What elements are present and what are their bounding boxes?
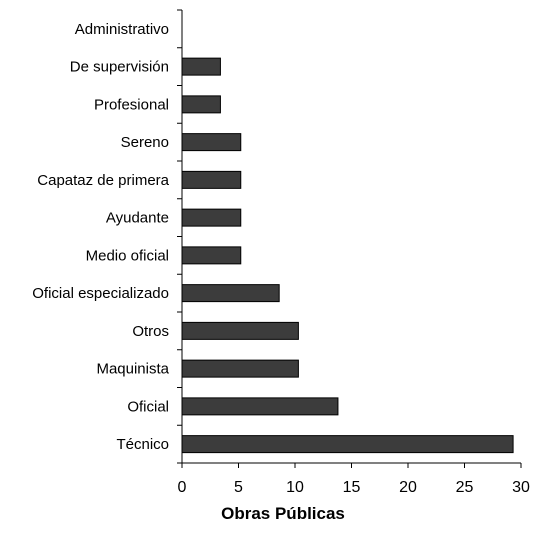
bar <box>181 284 280 303</box>
x-tick-label: 25 <box>456 479 474 496</box>
bar <box>181 321 299 340</box>
bar <box>181 359 299 378</box>
bar <box>181 133 242 152</box>
category-label: De supervisión <box>70 59 169 76</box>
category-label: Ayudante <box>106 210 169 227</box>
bar <box>181 208 242 227</box>
category-label: Maquinista <box>96 361 169 378</box>
category-label: Capataz de primera <box>37 172 169 189</box>
labels-layer: Administrativo De supervisión Profesional S… <box>32 21 530 496</box>
bars-layer <box>181 57 514 454</box>
bar <box>181 435 514 454</box>
bar <box>181 57 221 76</box>
bar <box>181 397 339 416</box>
x-tick-label: 10 <box>286 479 304 496</box>
x-axis-title: Obras Públicas <box>221 504 345 523</box>
x-tick-label: 20 <box>399 479 417 496</box>
bar <box>181 170 242 189</box>
category-label: Otros <box>132 323 169 340</box>
bar <box>181 246 242 265</box>
category-label: Profesional <box>94 96 169 113</box>
category-label: Sereno <box>121 134 169 151</box>
category-label: Técnico <box>116 436 169 453</box>
x-tick-label: 30 <box>512 479 530 496</box>
category-label: Administrativo <box>75 21 169 38</box>
category-label: Oficial <box>127 398 169 415</box>
bar <box>181 95 221 114</box>
x-tick-label: 5 <box>234 479 243 496</box>
category-label: Oficial especializado <box>32 285 169 302</box>
axis-layer <box>177 9 522 468</box>
x-tick-label: 15 <box>343 479 361 496</box>
x-tick-label: 0 <box>178 479 187 496</box>
category-label: Medio oficial <box>86 247 169 264</box>
